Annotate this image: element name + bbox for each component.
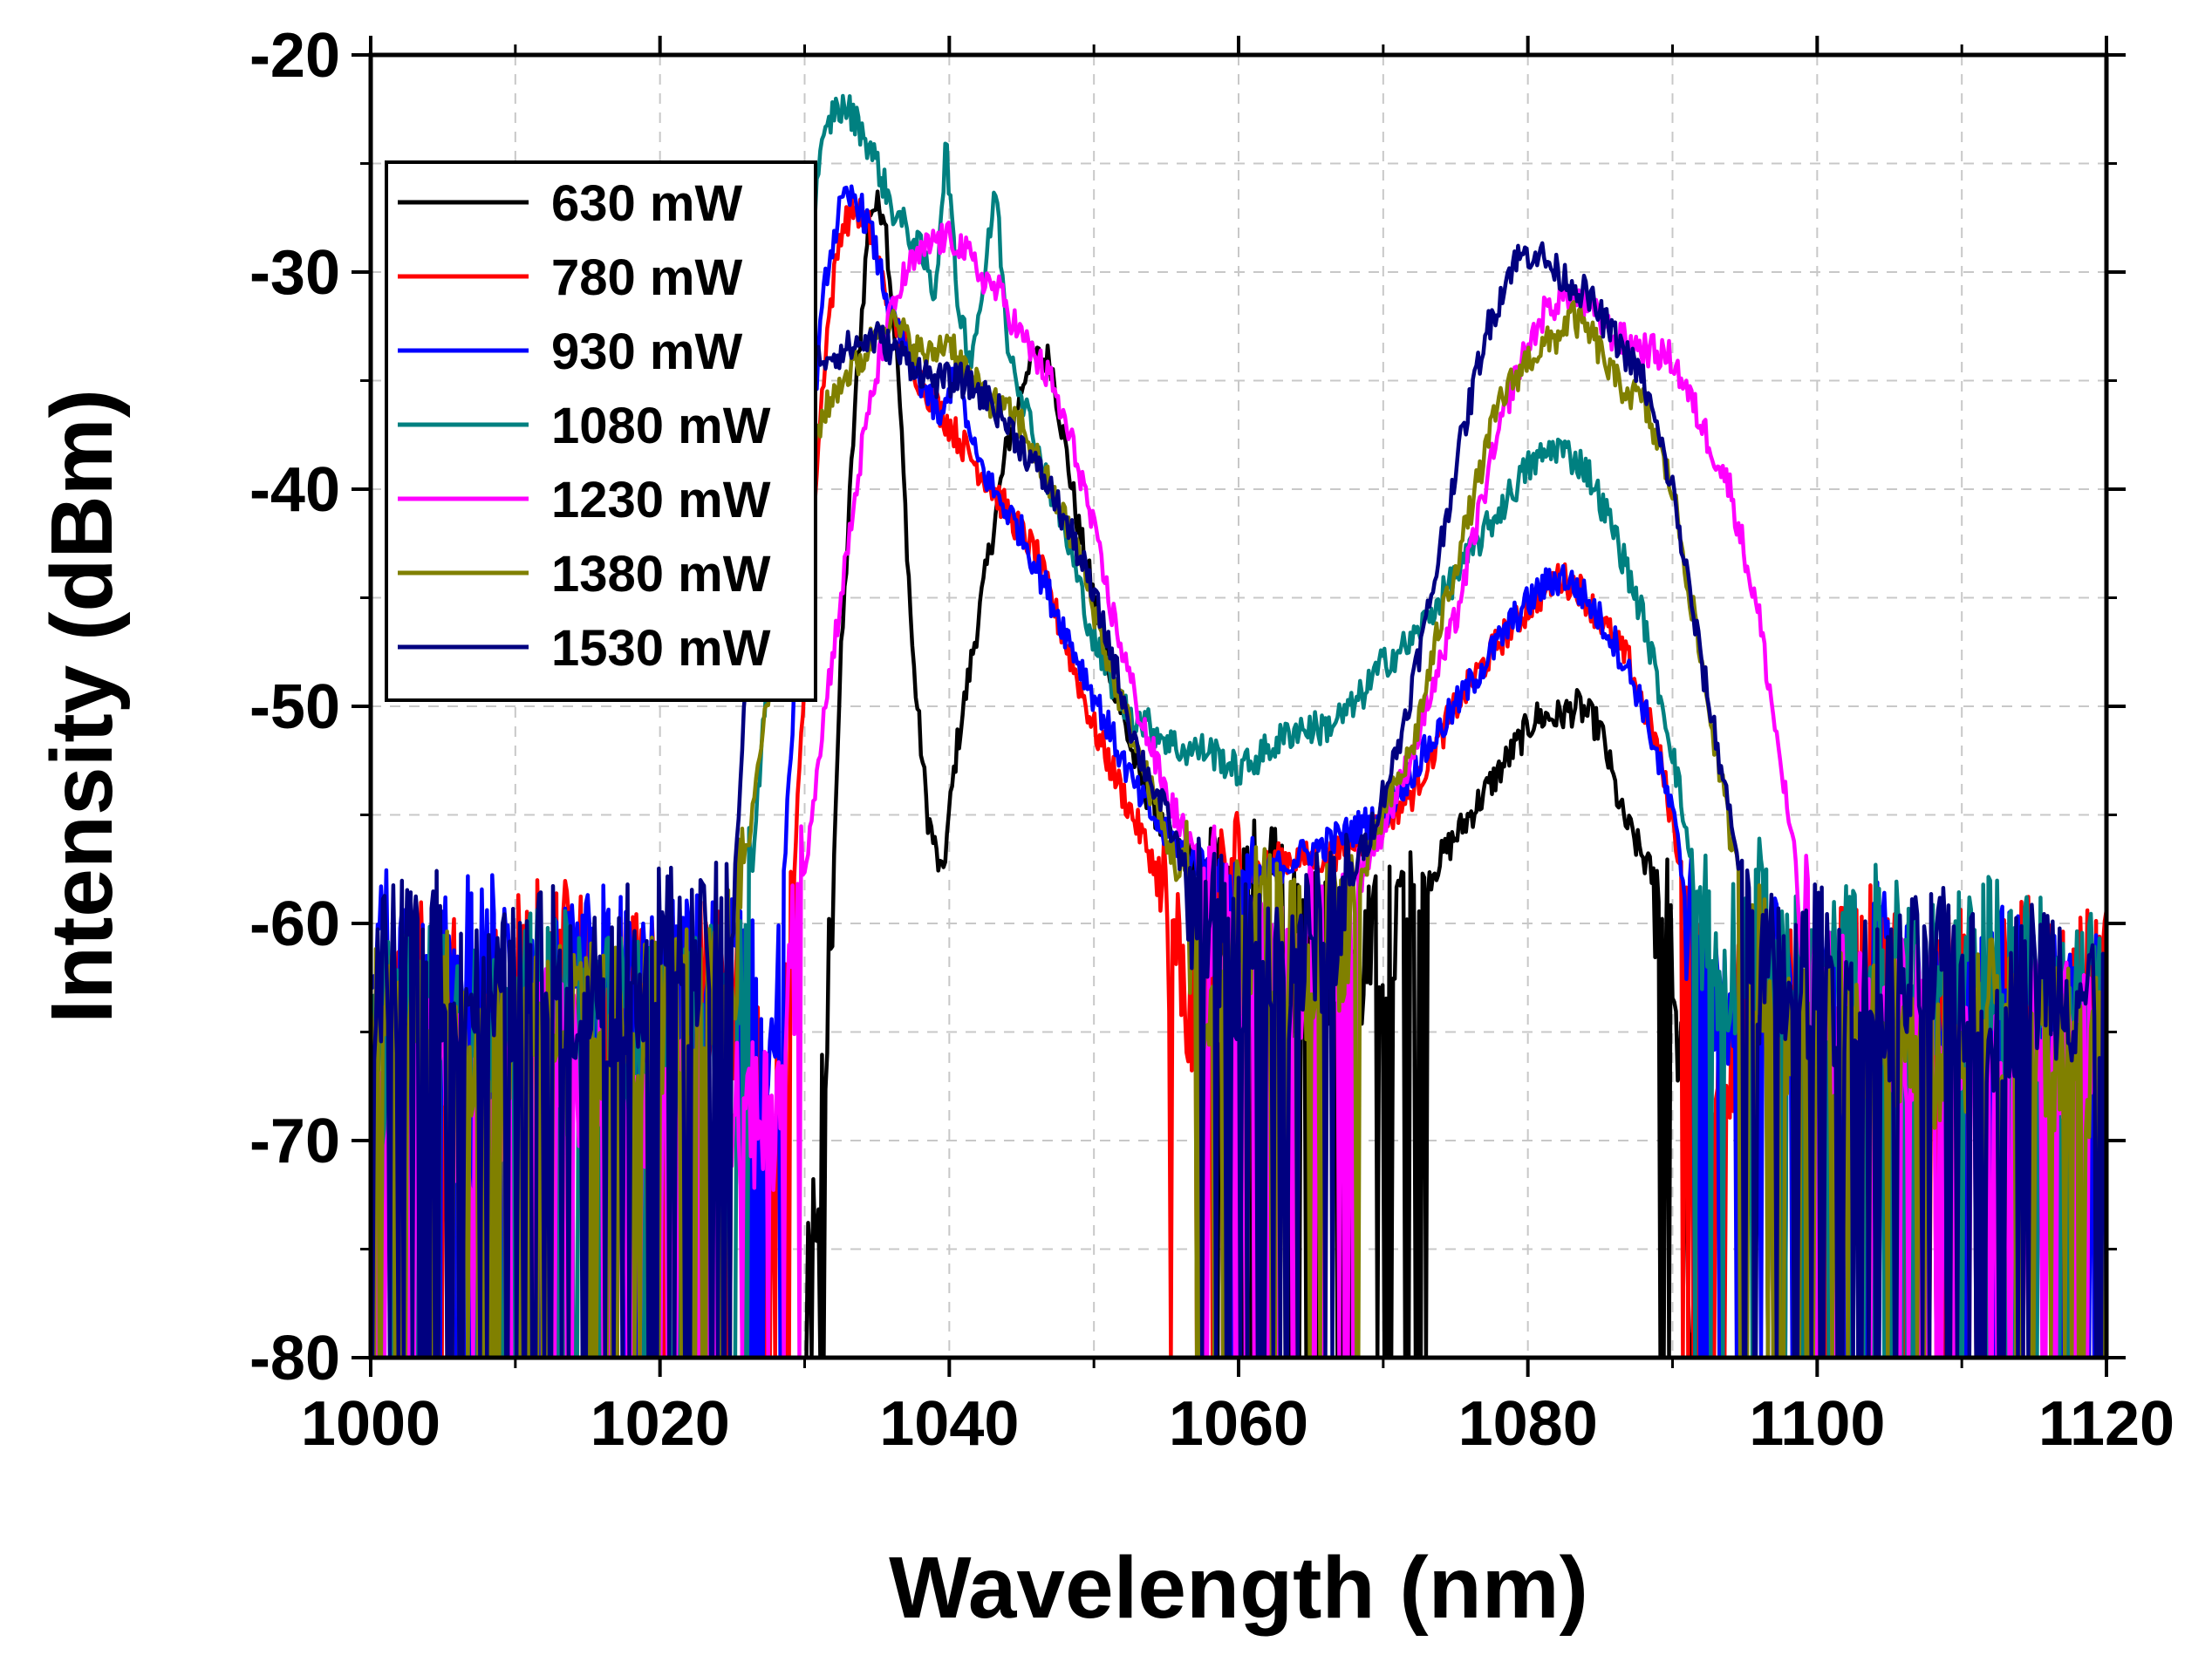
axis-ticks <box>352 36 2126 1377</box>
legend-label: 1530 mW <box>551 620 771 677</box>
legend-box <box>385 160 817 702</box>
y-tick-label: -50 <box>249 672 340 742</box>
y-tick-label: -40 <box>249 455 340 525</box>
legend-label: 630 mW <box>551 175 742 232</box>
y-axis-title: Intensity (dBm) <box>33 389 131 1024</box>
series-group <box>371 93 2106 1358</box>
x-tick-label: 1020 <box>591 1389 730 1459</box>
x-tick-label: 1100 <box>1749 1389 1885 1459</box>
legend-entries: 630 mW 780 mW 930 mW 1080 mW 1230 mW 1380 mW 1… <box>398 175 771 677</box>
y-tick-label: -20 <box>249 21 340 91</box>
x-tick-label: 1120 <box>2038 1389 2174 1459</box>
y-tick-label: -80 <box>249 1324 340 1393</box>
x-tick-label: 1000 <box>301 1389 440 1459</box>
x-tick-label: 1080 <box>1458 1389 1598 1459</box>
y-tick-label: -60 <box>249 889 340 959</box>
x-tick-label: 1060 <box>1169 1389 1308 1459</box>
x-tick-label: 1040 <box>879 1389 1019 1459</box>
legend-label: 780 mW <box>551 249 742 306</box>
series-line-1530-mw <box>371 241 2106 1358</box>
legend: 630 mW 780 mW 930 mW 1080 mW 1230 mW 1380 mW 1… <box>385 160 817 702</box>
y-tick-label: -70 <box>249 1107 340 1176</box>
legend-label: 930 mW <box>551 324 742 380</box>
legend-label: 1230 mW <box>551 472 771 528</box>
x-tick-labels: 1000 1020 1040 1060 1080 1100 1120 <box>301 1389 2174 1459</box>
x-axis-title: Wavelength (nm) <box>889 1539 1588 1637</box>
legend-label: 1380 mW <box>551 546 771 603</box>
y-tick-labels: -20 -30 -40 -50 -60 -70 -80 <box>249 21 340 1393</box>
y-tick-label: -30 <box>249 238 340 308</box>
legend-label: 1080 mW <box>551 398 771 454</box>
